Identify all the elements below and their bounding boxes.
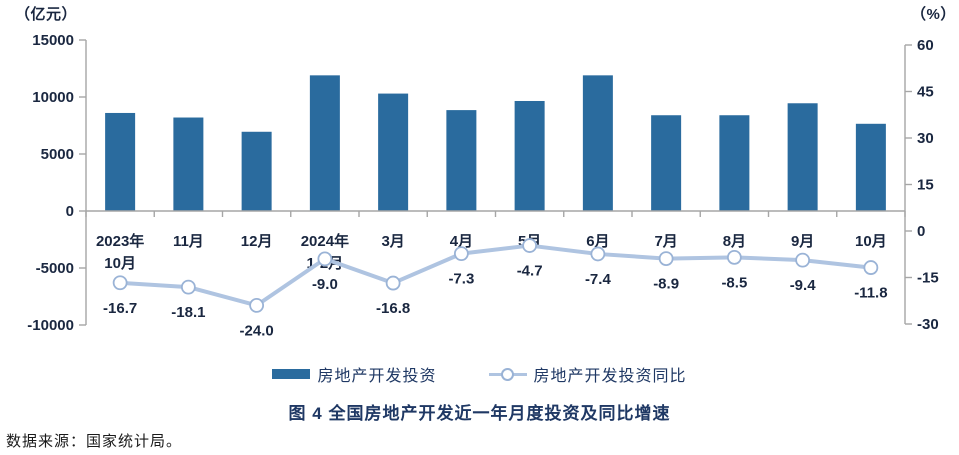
left-axis-tick-label: -5000 — [36, 260, 74, 277]
line-data-label: -8.9 — [653, 276, 679, 293]
left-axis-tick-label: 5000 — [41, 146, 74, 163]
x-axis-category-label: 11月 — [173, 233, 204, 250]
bar-0 — [105, 112, 136, 211]
x-axis-category-label: 7月 — [654, 233, 677, 250]
x-axis-category-label: 2023年 — [96, 232, 144, 250]
line-data-label: -18.1 — [171, 304, 205, 321]
line-data-label: -16.7 — [103, 300, 137, 317]
left-axis-tick-label: -10000 — [27, 317, 74, 334]
bar-2 — [241, 131, 272, 211]
bar-5 — [446, 110, 477, 211]
line-marker — [385, 275, 401, 291]
chart-legend: 房地产开发投资 房地产开发投资同比 — [0, 362, 959, 386]
line-data-label: -8.5 — [721, 274, 747, 291]
line-marker — [795, 252, 811, 268]
x-axis-category-label: 6月 — [586, 233, 609, 250]
bar-6 — [514, 100, 545, 211]
line-marker — [863, 260, 879, 275]
bar-series-swatch-icon — [272, 369, 311, 379]
line-marker — [317, 251, 333, 267]
right-axis-unit-label: （%） — [911, 6, 956, 23]
x-axis-category-label: 10月 — [104, 255, 136, 272]
data-source-note: 数据来源：国家统计局。 — [6, 432, 183, 450]
line-marker-dot-icon — [501, 367, 514, 381]
line-data-label: -16.8 — [376, 300, 410, 317]
line-marker — [658, 251, 674, 266]
legend-item-investment: 房地产开发投资 — [272, 362, 436, 386]
line-series-swatch-icon — [488, 367, 527, 381]
line-data-label: -7.4 — [585, 271, 612, 288]
line-data-label: -11.8 — [854, 285, 887, 302]
x-axis-category-label: 4月 — [450, 233, 473, 250]
x-axis-category-label: 2024年 — [301, 232, 349, 250]
right-axis-tick-label: 30 — [917, 130, 934, 147]
line-marker — [249, 297, 265, 313]
line-data-label: -4.7 — [517, 263, 543, 280]
legend-label-investment: 房地产开发投资 — [317, 368, 437, 385]
legend-item-yoy: 房地产开发投资同比 — [488, 362, 687, 386]
line-data-label: -7.3 — [448, 271, 474, 288]
yoy-line-series — [118, 243, 873, 308]
line-data-label: -24.0 — [240, 322, 274, 339]
line-marker — [112, 275, 128, 291]
right-axis-tick-label: 45 — [917, 84, 934, 101]
x-axis-category-label: 8月 — [723, 233, 746, 250]
left-axis-tick-label: 10000 — [32, 89, 74, 106]
bar-8 — [651, 115, 682, 211]
right-axis-tick-label: -30 — [917, 316, 939, 333]
line-marker — [522, 238, 538, 253]
bar-7 — [582, 75, 613, 211]
x-axis-category-label: 9月 — [791, 233, 814, 250]
x-axis-category-label: 3月 — [381, 233, 404, 250]
legend-label-yoy: 房地产开发投资同比 — [533, 368, 687, 385]
bar-10 — [787, 103, 818, 211]
bar-11 — [855, 123, 886, 211]
line-marker — [453, 246, 469, 262]
x-axis-category-label: 10月 — [855, 233, 887, 250]
left-axis-tick-label: 15000 — [32, 32, 74, 49]
left-axis-tick-label: 0 — [66, 203, 74, 220]
line-marker — [726, 249, 742, 265]
bar-3 — [309, 75, 340, 211]
line-data-label: -9.4 — [790, 277, 817, 294]
line-marker — [180, 279, 196, 295]
right-axis-tick-label: -15 — [917, 270, 939, 287]
bar-4 — [378, 93, 409, 211]
right-axis-tick-label: 60 — [917, 37, 934, 54]
right-axis-tick-label: 15 — [917, 177, 934, 194]
left-axis-unit-label: （亿元） — [15, 6, 78, 23]
line-marker — [590, 246, 606, 262]
x-axis-category-label: 12月 — [241, 233, 273, 250]
bar-1 — [173, 117, 204, 211]
chart-title: 图 4 全国房地产开发近一年月度投资及同比增速 — [288, 404, 671, 423]
line-data-label: -9.0 — [312, 276, 338, 293]
bar-9 — [719, 115, 750, 211]
right-axis-tick-label: 0 — [917, 223, 925, 240]
